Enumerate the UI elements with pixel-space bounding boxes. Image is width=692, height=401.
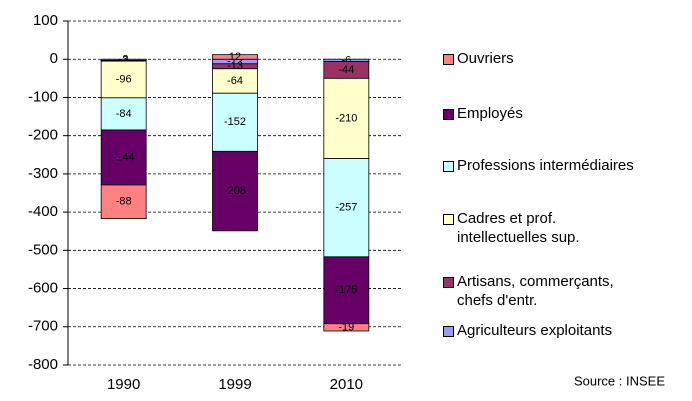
data-label: -6 xyxy=(341,54,351,66)
data-label: -2 xyxy=(119,55,129,67)
bar-segment xyxy=(100,129,147,186)
legend-item: Cadres et prof. intellectuelles sup. xyxy=(443,210,580,247)
x-tick-label: 1990 xyxy=(107,376,140,393)
data-label: -152 xyxy=(224,116,246,128)
bar-segment xyxy=(212,92,258,152)
bar-segment xyxy=(323,77,370,160)
data-label: 12 xyxy=(229,51,241,63)
bar-segment xyxy=(212,150,258,232)
y-tick-label: -500 xyxy=(28,241,58,258)
legend-label: Employés xyxy=(457,105,523,122)
data-label: -44 xyxy=(338,64,354,76)
legend-label: Agriculteurs exploitants xyxy=(457,322,613,339)
source: Source : INSEE xyxy=(574,373,665,388)
bar-segment xyxy=(100,60,147,99)
legend-label: Artisans, commerçants, chefs d'entr. xyxy=(457,273,614,309)
legend-label: Cadres et prof. intellectuelles sup. xyxy=(457,210,580,246)
legend-item: Ouvriers xyxy=(443,50,514,68)
legend-swatch xyxy=(443,54,454,65)
data-label: -210 xyxy=(335,112,357,124)
data-label: -257 xyxy=(335,202,357,214)
y-tick-label: -400 xyxy=(28,203,58,220)
legend-item: Employés xyxy=(443,105,523,123)
data-label: -175 xyxy=(335,284,357,296)
data-label: -3 xyxy=(119,54,129,66)
data-label: -64 xyxy=(227,75,243,87)
legend-swatch xyxy=(443,109,454,120)
x-tick-label: 1999 xyxy=(218,376,251,393)
y-tick-label: 0 xyxy=(50,50,58,67)
y-tick-label: -600 xyxy=(28,280,58,297)
legend-swatch xyxy=(443,161,454,172)
bar-segment xyxy=(212,68,258,94)
y-tick-label: -200 xyxy=(28,127,58,144)
legend-item: Professions intermédiaires xyxy=(443,157,634,175)
bar-segment xyxy=(323,256,370,325)
legend-swatch xyxy=(443,326,454,337)
data-label: -88 xyxy=(116,196,132,208)
legend-label: Professions intermédiaires xyxy=(457,157,634,174)
legend-item: Artisans, commerçants, chefs d'entr. xyxy=(443,273,614,310)
bar-segment xyxy=(100,184,147,220)
y-tick-label: -700 xyxy=(28,318,58,335)
legend-swatch xyxy=(443,277,454,288)
y-tick-label: -100 xyxy=(28,88,58,105)
bar-segment xyxy=(323,323,370,332)
data-label: -19 xyxy=(338,321,354,333)
bar-segment xyxy=(323,158,370,258)
bar-segment xyxy=(212,54,258,60)
data-label: -208 xyxy=(224,185,246,197)
data-label: -96 xyxy=(116,73,132,85)
x-tick-label: 2010 xyxy=(330,376,363,393)
legend-item: Agriculteurs exploitants xyxy=(443,322,612,340)
data-label: -144 xyxy=(113,151,135,163)
legend-label: Ouvriers xyxy=(457,50,514,67)
y-tick-label: -800 xyxy=(28,356,58,373)
data-label: -84 xyxy=(116,108,132,120)
y-tick-label: -300 xyxy=(28,165,58,182)
legend-swatch xyxy=(443,214,454,225)
y-tick-label: 100 xyxy=(33,12,58,29)
